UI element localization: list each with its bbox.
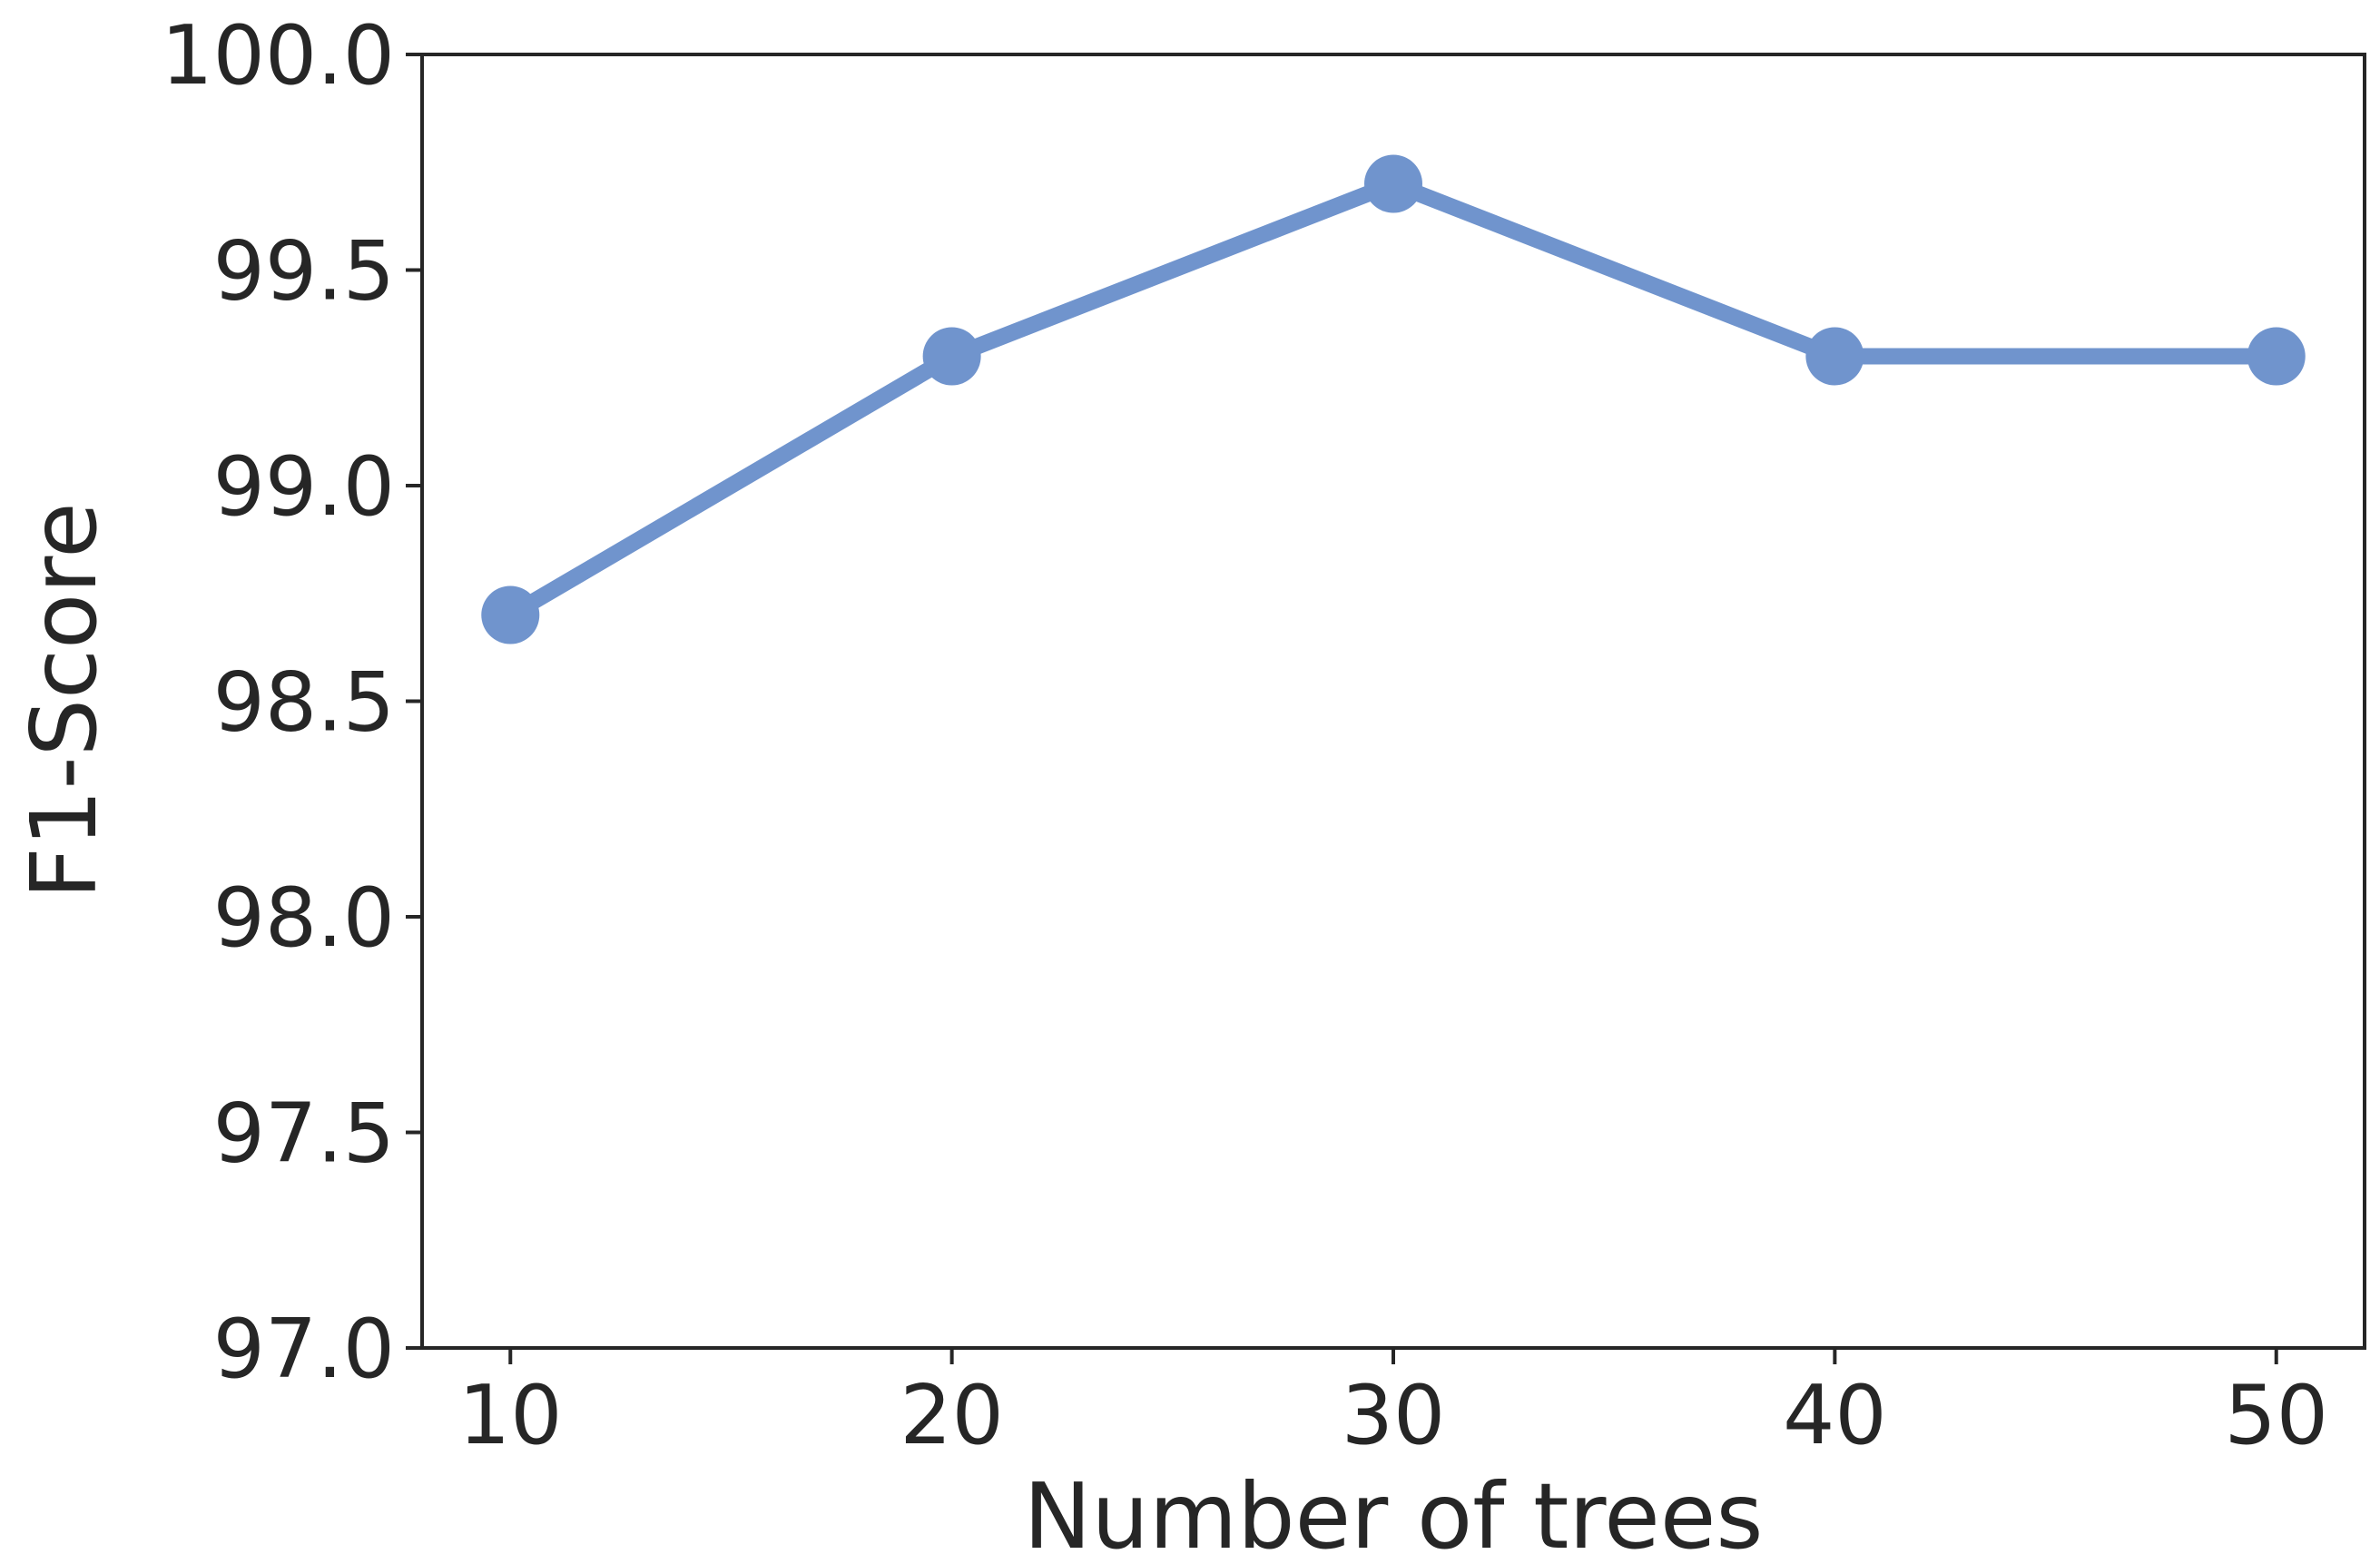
y-axis-ticks: 97.0 97.5 98.0 98.5 99.0 99.5 100.0 <box>161 8 422 1397</box>
x-axis-ticks: 10 20 30 40 50 <box>458 1348 2328 1463</box>
x-tick-label: 30 <box>1342 1368 1446 1463</box>
y-tick-label: 99.5 <box>213 224 395 320</box>
series-line <box>506 175 2277 623</box>
data-point <box>1805 327 1864 386</box>
x-tick-label: 20 <box>900 1368 1004 1463</box>
y-tick-label: 98.5 <box>213 655 395 751</box>
data-point <box>922 327 981 386</box>
data-point <box>481 585 540 644</box>
x-tick-label: 10 <box>458 1368 563 1463</box>
series-layer <box>481 154 2306 644</box>
x-tick-label: 40 <box>1783 1368 1887 1463</box>
y-tick-label: 100.0 <box>161 8 395 103</box>
x-tick-label: 50 <box>2224 1368 2328 1463</box>
y-tick-label: 97.5 <box>213 1087 395 1182</box>
y-tick-label: 99.0 <box>213 439 395 535</box>
y-axis-label: F1-Score <box>11 502 117 899</box>
data-point <box>1364 154 1422 213</box>
x-axis-label: Number of trees <box>1024 1463 1764 1564</box>
y-tick-label: 98.0 <box>213 871 395 966</box>
y-tick-label: 97.0 <box>213 1302 395 1397</box>
data-point <box>2247 327 2306 386</box>
plot-area-frame <box>420 53 2366 1350</box>
